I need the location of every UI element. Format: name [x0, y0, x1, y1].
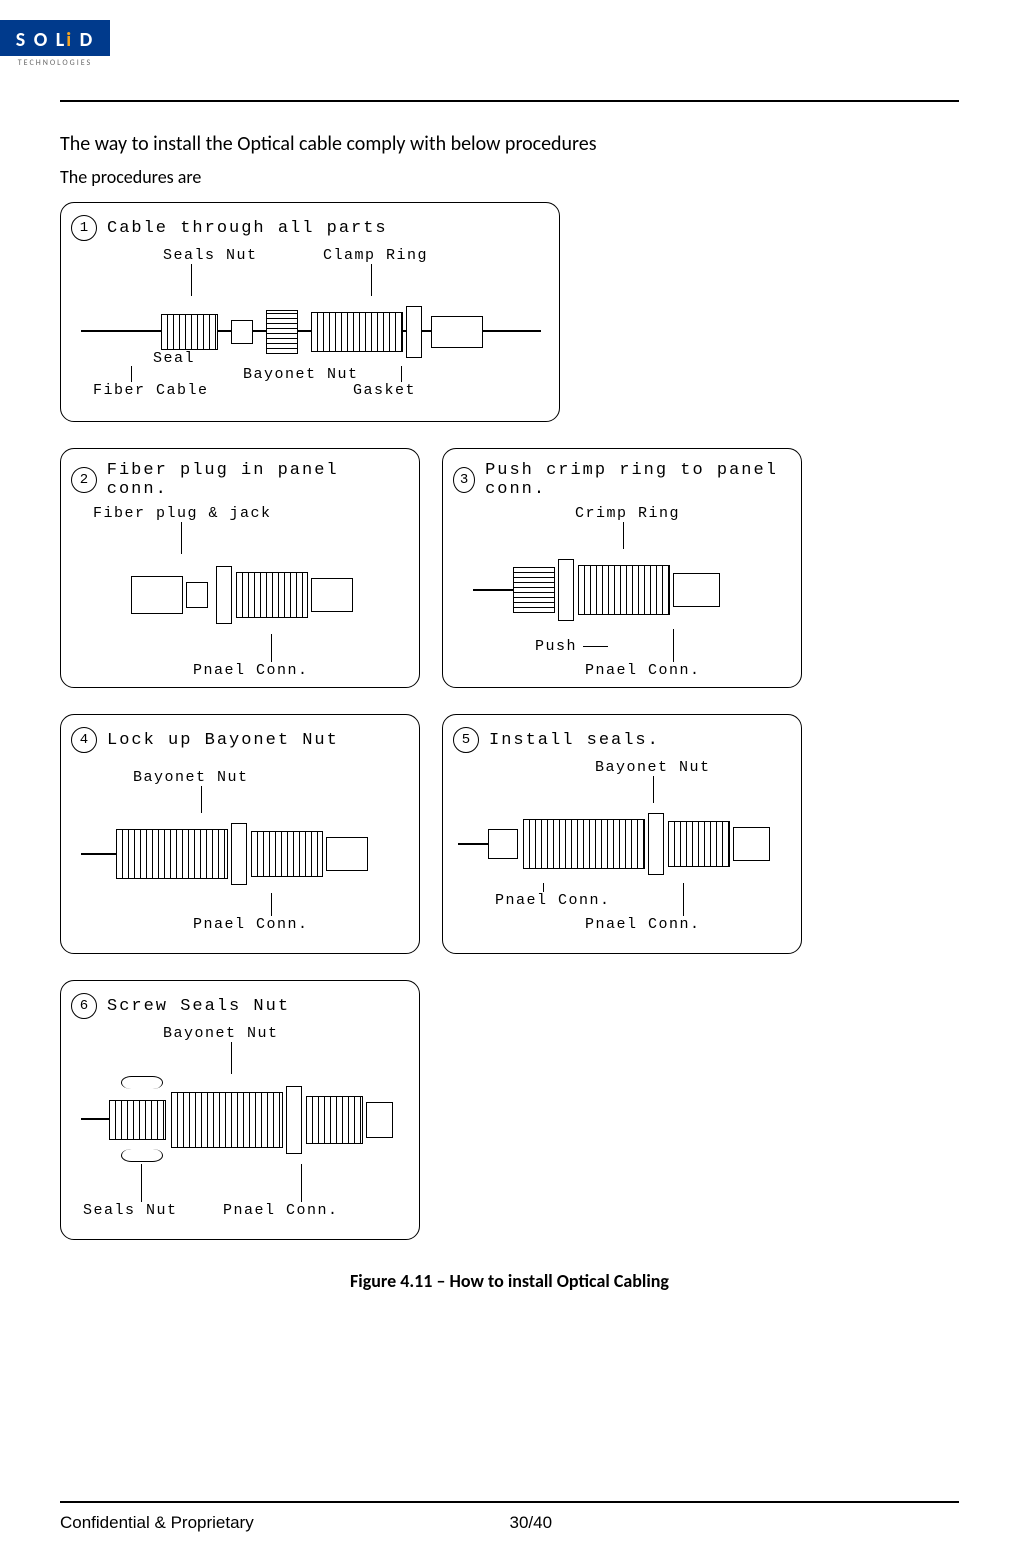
step-head: 3 Push crimp ring to panel conn.: [453, 461, 791, 499]
connector-illustration: [111, 813, 371, 893]
label-gasket: Gasket: [351, 382, 418, 399]
label-bayonet: Bayonet Nut: [593, 759, 713, 776]
label-bayonet: Bayonet Nut: [161, 1025, 281, 1042]
step-head: 4 Lock up Bayonet Nut: [71, 727, 409, 753]
diagram-2: Fiber plug & jack Pnael Conn.: [71, 499, 409, 685]
label-panel-conn: Pnael Conn.: [583, 662, 703, 679]
label-panel-conn: Pnael Conn.: [221, 1202, 341, 1219]
diagram-4: Bayonet Nut Pnael Conn.: [71, 753, 409, 939]
step-title: Fiber plug in panel conn.: [107, 461, 409, 499]
label-clamp-ring: Clamp Ring: [321, 247, 430, 264]
diagram-5: Bayonet Nut Pnael Conn. Pnael Conn.: [453, 753, 791, 939]
page: S O Li D TECHNOLOGIES The way to install…: [0, 0, 1019, 1563]
step-card-6: 6 Screw Seals Nut Bayonet Nut Seals Nut …: [60, 980, 420, 1240]
step-head: 1 Cable through all parts: [71, 215, 549, 241]
step-title: Push crimp ring to panel conn.: [485, 461, 791, 499]
brand-post: D: [73, 28, 94, 52]
footer-left: Confidential & Proprietary: [60, 1513, 510, 1533]
row-2: 2 Fiber plug in panel conn. Fiber plug &…: [60, 448, 959, 688]
connector-illustration: [503, 549, 753, 629]
step-title: Screw Seals Nut: [107, 997, 290, 1016]
label-panel-conn: Pnael Conn.: [191, 662, 311, 679]
figure-caption: Figure 4.11 – How to install Optical Cab…: [60, 1270, 959, 1292]
label-seals-nut: Seals Nut: [81, 1202, 180, 1219]
label-panel-conn2: Pnael Conn.: [583, 916, 703, 933]
label-fiber-plug: Fiber plug & jack: [91, 505, 274, 522]
brand-pre: S O L: [16, 28, 66, 52]
diagram-6: Bayonet Nut Seals Nut Pnael Conn.: [71, 1019, 409, 1225]
step-head: 6 Screw Seals Nut: [71, 993, 409, 1019]
step-card-4: 4 Lock up Bayonet Nut Bayonet Nut Pnael …: [60, 714, 420, 954]
label-push: Push: [533, 638, 579, 655]
step-number: 6: [71, 993, 97, 1019]
label-panel-conn1: Pnael Conn.: [493, 892, 613, 909]
brand-name: S O Li D: [0, 20, 110, 56]
step-head: 5 Install seals.: [453, 727, 791, 753]
row-3: 4 Lock up Bayonet Nut Bayonet Nut Pnael …: [60, 714, 959, 954]
label-crimp-ring: Crimp Ring: [573, 505, 682, 522]
label-bayonet: Bayonet Nut: [131, 769, 251, 786]
connector-illustration: [101, 1074, 391, 1164]
content: The way to install the Optical cable com…: [60, 132, 959, 1292]
step-card-1: 1 Cable through all parts Seals Nut Clam…: [60, 202, 560, 422]
step-title: Install seals.: [489, 731, 660, 750]
footer: Confidential & Proprietary 30/40: [60, 1501, 959, 1533]
step-number: 2: [71, 467, 97, 493]
diagram-cards: 1 Cable through all parts Seals Nut Clam…: [60, 202, 959, 1240]
footer-row: Confidential & Proprietary 30/40: [60, 1513, 959, 1533]
step-title: Cable through all parts: [107, 219, 388, 238]
label-bayonet: Bayonet Nut: [241, 366, 361, 383]
connector-illustration: [131, 554, 371, 634]
label-seals-nut: Seals Nut: [161, 247, 260, 264]
label-fiber-cable: Fiber Cable: [91, 382, 211, 399]
step-card-5: 5 Install seals. Bayonet Nut Pnael Conn.…: [442, 714, 802, 954]
label-seal: Seal: [151, 350, 197, 367]
header-rule: [60, 100, 959, 102]
diagram-1: Seals Nut Clamp Ring Seal Bayonet Nut Fi…: [71, 241, 549, 407]
step-number: 5: [453, 727, 479, 753]
step-number: 3: [453, 467, 475, 493]
step-number: 4: [71, 727, 97, 753]
step-number: 1: [71, 215, 97, 241]
sub-heading: The procedures are: [60, 166, 959, 188]
diagram-3: Crimp Ring Push Pnael Conn.: [453, 499, 791, 685]
step-card-2: 2 Fiber plug in panel conn. Fiber plug &…: [60, 448, 420, 688]
step-card-3: 3 Push crimp ring to panel conn. Crimp R…: [442, 448, 802, 688]
heading: The way to install the Optical cable com…: [60, 132, 959, 156]
footer-page: 30/40: [510, 1513, 960, 1533]
connector-illustration: [473, 803, 773, 883]
brand-logo: S O Li D TECHNOLOGIES: [0, 20, 110, 72]
footer-rule: [60, 1501, 959, 1503]
step-title: Lock up Bayonet Nut: [107, 731, 339, 750]
step-head: 2 Fiber plug in panel conn.: [71, 461, 409, 499]
label-panel-conn: Pnael Conn.: [191, 916, 311, 933]
brand-subtitle: TECHNOLOGIES: [0, 56, 110, 72]
